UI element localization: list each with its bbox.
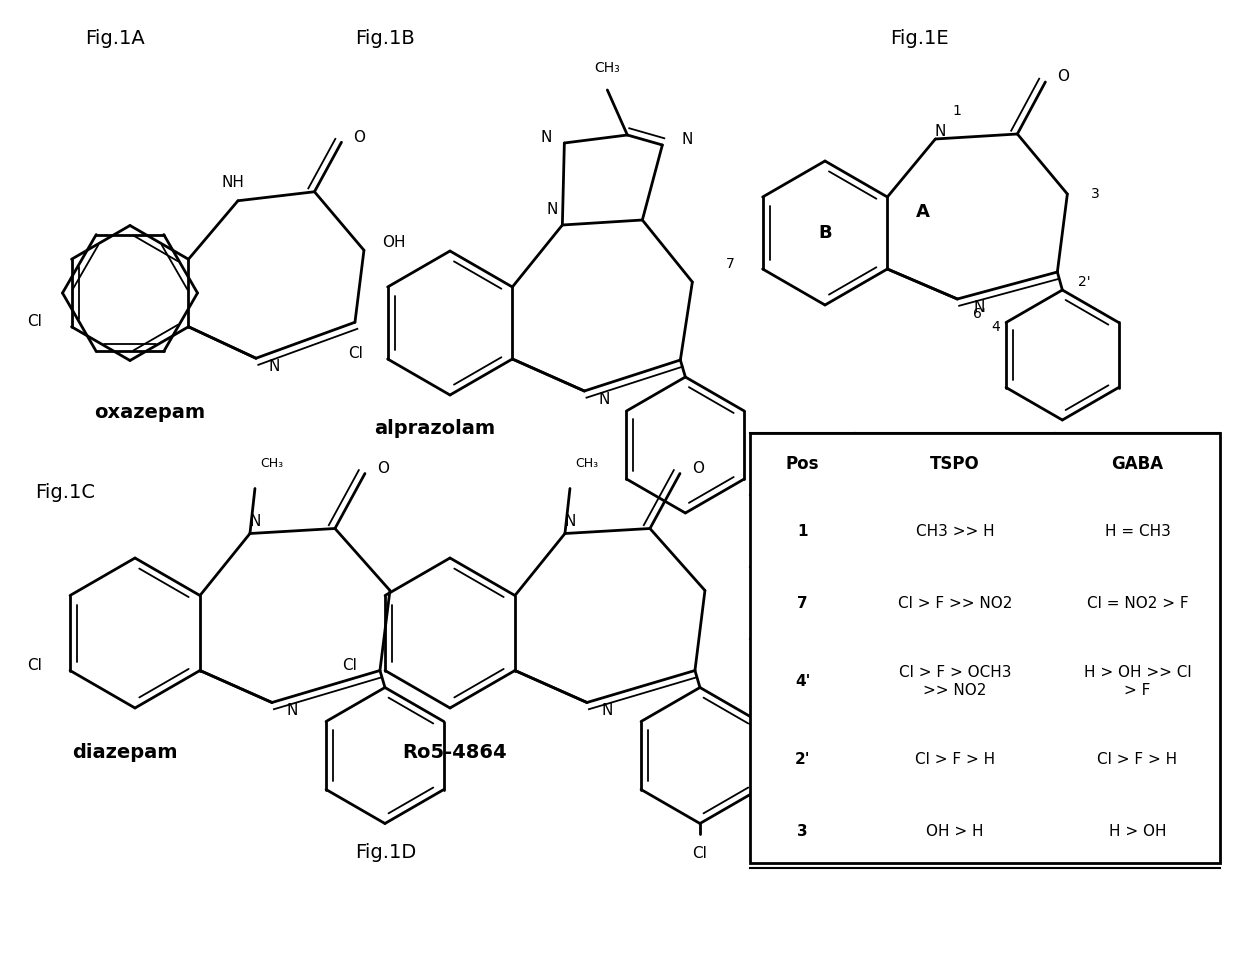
- Text: Cl: Cl: [347, 346, 362, 362]
- Text: N: N: [249, 514, 260, 529]
- Text: 1: 1: [952, 104, 962, 118]
- Text: O: O: [353, 129, 366, 145]
- Text: OH > H: OH > H: [926, 824, 983, 840]
- Text: alprazolam: alprazolam: [374, 418, 496, 438]
- Text: Cl: Cl: [342, 658, 357, 673]
- Text: Cl: Cl: [27, 314, 42, 329]
- Text: Cl > F > H: Cl > F > H: [1097, 752, 1178, 768]
- Text: N: N: [682, 132, 693, 148]
- Text: Fig.1D: Fig.1D: [355, 844, 417, 862]
- Text: Fig.1B: Fig.1B: [355, 28, 414, 48]
- Text: 4': 4': [1054, 441, 1066, 455]
- Text: N: N: [547, 202, 558, 218]
- Text: N: N: [601, 703, 613, 718]
- Text: CH₃: CH₃: [575, 457, 598, 470]
- Text: N: N: [973, 300, 985, 314]
- Text: H = CH3: H = CH3: [1105, 523, 1171, 538]
- Text: 3: 3: [1091, 187, 1100, 201]
- Text: Fig.1A: Fig.1A: [86, 28, 145, 48]
- Text: CH3 >> H: CH3 >> H: [915, 523, 994, 538]
- Text: H > OH >> Cl
> F: H > OH >> Cl > F: [1084, 666, 1192, 698]
- Text: O: O: [1058, 69, 1069, 85]
- Text: 4: 4: [991, 320, 999, 334]
- Text: Cl > F > H: Cl > F > H: [915, 752, 994, 768]
- Text: 3: 3: [797, 824, 807, 840]
- Text: O: O: [692, 461, 704, 476]
- Text: Cl = NO2 > F: Cl = NO2 > F: [1086, 595, 1188, 610]
- Text: 6': 6': [973, 307, 986, 321]
- Text: 7: 7: [725, 257, 734, 271]
- Text: A: A: [915, 203, 929, 221]
- Text: 4': 4': [795, 674, 810, 689]
- Text: N: N: [935, 124, 946, 138]
- Text: 2': 2': [795, 752, 810, 768]
- Text: Cl: Cl: [27, 658, 42, 673]
- Text: Cl > F > OCH3
>> NO2: Cl > F > OCH3 >> NO2: [899, 666, 1012, 698]
- Text: NH: NH: [222, 175, 244, 191]
- Text: TSPO: TSPO: [930, 455, 980, 473]
- Text: CH₃: CH₃: [594, 61, 620, 75]
- Text: Fig.1E: Fig.1E: [890, 28, 949, 48]
- Text: B: B: [818, 224, 832, 242]
- Text: 2': 2': [1078, 275, 1091, 289]
- Text: N: N: [599, 391, 610, 407]
- Text: 7: 7: [797, 595, 807, 610]
- Text: N: N: [541, 130, 552, 146]
- Text: H > OH: H > OH: [1109, 824, 1167, 840]
- Text: 1: 1: [797, 523, 807, 538]
- Text: N: N: [286, 703, 298, 718]
- Text: diazepam: diazepam: [72, 743, 177, 763]
- Text: oxazepam: oxazepam: [94, 404, 206, 422]
- Text: N: N: [564, 514, 575, 529]
- Text: Pos: Pos: [786, 455, 820, 473]
- Bar: [750, 433, 1220, 863]
- Text: OH: OH: [382, 234, 405, 250]
- Text: CH₃: CH₃: [260, 457, 283, 470]
- Text: Ro5-4864: Ro5-4864: [403, 743, 507, 763]
- Text: N: N: [268, 359, 280, 374]
- Text: Cl > F >> NO2: Cl > F >> NO2: [898, 595, 1012, 610]
- Text: Cl: Cl: [692, 846, 707, 861]
- Text: Fig.1C: Fig.1C: [35, 484, 95, 502]
- Text: GABA: GABA: [1111, 455, 1163, 473]
- Text: O: O: [377, 461, 389, 476]
